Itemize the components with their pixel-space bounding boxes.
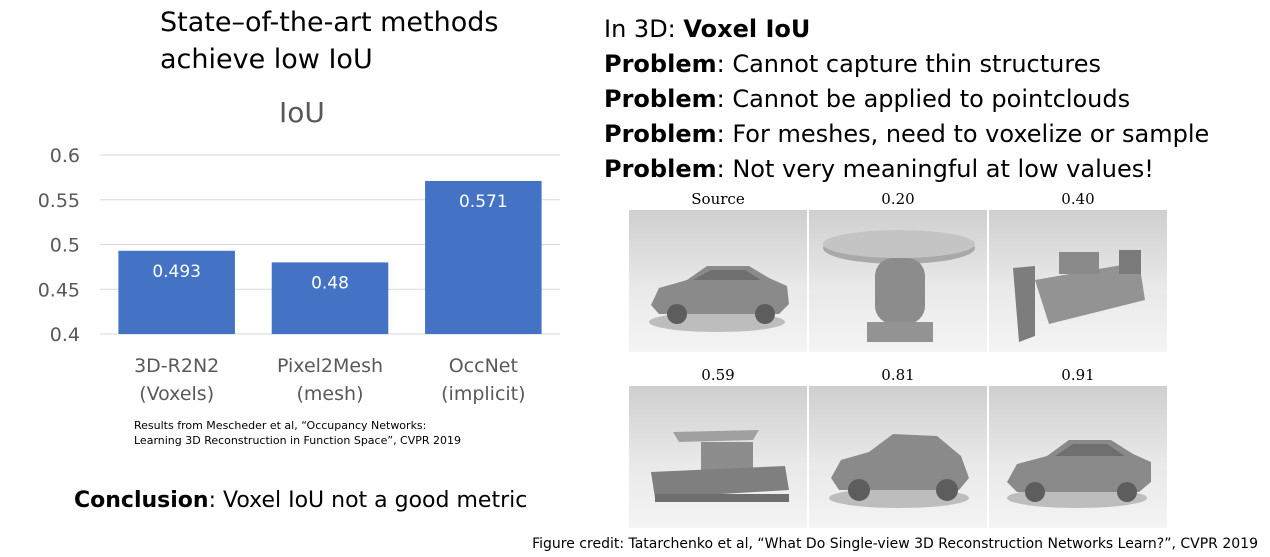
citation-line-2: Learning 3D Reconstruction in Function S… — [134, 434, 462, 447]
conclusion: Conclusion: Voxel IoU not a good metric — [74, 488, 527, 513]
x-tick-label: (implicit) — [441, 383, 525, 405]
problem-text: : Cannot capture thin structures — [716, 50, 1101, 78]
y-tick-label: 0.5 — [50, 235, 80, 257]
chart-citation: Results from Mescheder et al, “Occupancy… — [134, 418, 461, 448]
y-tick-label: 0.45 — [38, 279, 80, 301]
problem-text: : Not very meaningful at low values! — [716, 155, 1154, 183]
figure-cell-source: Source — [629, 188, 807, 352]
problem-text: : Cannot be applied to pointclouds — [716, 85, 1131, 113]
car-render-image — [809, 386, 987, 528]
conclusion-label: Conclusion — [74, 488, 209, 513]
problem-label: Problem — [604, 85, 717, 113]
boat-render-image — [629, 386, 807, 528]
y-tick-label: 0.55 — [38, 190, 80, 212]
problem-label: Problem — [604, 155, 717, 183]
problem-list: In 3D: Voxel IoU Problem: Cannot capture… — [604, 12, 1209, 187]
problem-label: Problem — [604, 120, 717, 148]
object-render-image — [989, 210, 1167, 352]
figure-cell-091: 0.91 — [989, 364, 1167, 528]
y-tick-label: 0.6 — [50, 145, 80, 167]
figure-label: 0.59 — [701, 366, 735, 384]
bar — [118, 250, 235, 334]
data-label: 0.493 — [152, 262, 201, 282]
table-render-image — [809, 210, 987, 352]
title-line-1: State–of-the-art methods — [160, 7, 499, 38]
iou-bar-chart: IoU 0.4 0.45 0.5 0.55 0.6 0.493 3D-R2N2 (Voxels)… — [38, 96, 560, 405]
x-tick-label: Pixel2Mesh — [277, 355, 383, 377]
figure-label: 0.91 — [1061, 366, 1095, 384]
x-tick-label: 3D-R2N2 — [134, 355, 219, 377]
data-label: 0.48 — [311, 273, 349, 293]
data-label: 0.571 — [459, 192, 508, 212]
conclusion-text: : Voxel IoU not a good metric — [208, 488, 528, 513]
figure-cell-020: 0.20 — [809, 188, 987, 352]
slide-title: State–of-the-art methods achieve low IoU — [160, 4, 498, 78]
chart-title: IoU — [279, 96, 325, 129]
y-tick-label: 0.4 — [50, 324, 80, 346]
bar — [425, 180, 542, 334]
title-line-2: achieve low IoU — [160, 44, 373, 75]
figure-label: 0.20 — [881, 190, 915, 208]
citation-line-1: Results from Mescheder et al, “Occupancy… — [134, 419, 427, 432]
figure-cell-040: 0.40 — [989, 188, 1167, 352]
figure-label: 0.40 — [1061, 190, 1095, 208]
figure-label: Source — [691, 190, 745, 208]
car-render-image — [629, 210, 807, 352]
figure-cell-081: 0.81 — [809, 364, 987, 528]
x-tick-label: (Voxels) — [139, 383, 214, 405]
car-render-image — [989, 386, 1167, 528]
problem-item: Problem: Not very meaningful at low valu… — [604, 152, 1209, 187]
problem-item: Problem: Cannot capture thin structures — [604, 47, 1209, 82]
problem-item: Problem: For meshes, need to voxelize or… — [604, 117, 1209, 152]
x-tick-label: OccNet — [449, 355, 518, 377]
problem-item: Problem: Cannot be applied to pointcloud… — [604, 82, 1209, 117]
x-tick-label: (mesh) — [297, 383, 364, 405]
heading: In 3D: Voxel IoU — [604, 12, 1209, 47]
heading-prefix: In 3D: — [604, 15, 684, 43]
heading-bold: Voxel IoU — [683, 15, 811, 43]
problem-text: : For meshes, need to voxelize or sample — [716, 120, 1210, 148]
problem-label: Problem — [604, 50, 717, 78]
figure-label: 0.81 — [881, 366, 915, 384]
figure-cell-059: 0.59 — [629, 364, 807, 528]
figure-credit: Figure credit: Tatarchenko et al, “What … — [532, 536, 1258, 552]
bar — [271, 262, 389, 334]
